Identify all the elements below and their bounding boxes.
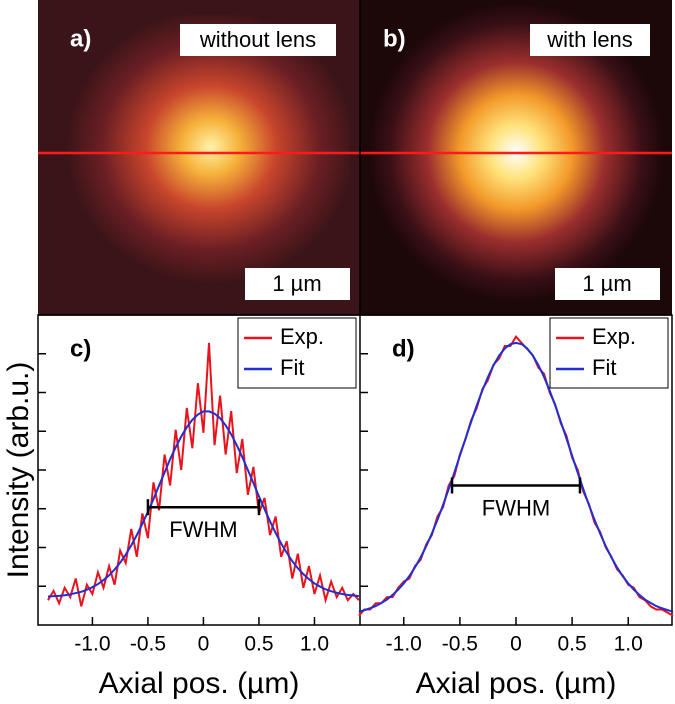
- scale-box: [245, 268, 350, 300]
- x-tick-label: -0.5: [442, 633, 478, 656]
- x-tick-label: -1.0: [386, 633, 422, 656]
- scale-box: [555, 268, 660, 300]
- legend-label: Exp.: [592, 324, 636, 349]
- x-tick-label: 0.5: [244, 633, 273, 656]
- legend-label: Exp.: [280, 324, 324, 349]
- caption: without lens: [199, 27, 316, 52]
- caption: with lens: [546, 27, 633, 52]
- caption-box: [530, 24, 650, 56]
- x-axis-label: Axial pos. (µm): [99, 667, 300, 700]
- x-tick-label: -1.0: [74, 633, 110, 656]
- caption-box: [180, 24, 336, 56]
- fwhm-label: FWHM: [169, 517, 237, 542]
- x-tick-label: 0.5: [558, 633, 587, 656]
- legend-label: Fit: [592, 355, 616, 380]
- panel-label: c): [70, 335, 91, 362]
- scale-bar-label: 1 µm: [272, 271, 321, 296]
- data-line: [47, 410, 360, 598]
- x-axis-label: Axial pos. (µm): [416, 667, 617, 700]
- fwhm-label: FWHM: [482, 495, 550, 520]
- panel-label: a): [70, 25, 91, 52]
- legend-box: [237, 317, 357, 389]
- x-tick-label: 1.0: [300, 633, 329, 656]
- data-line: [358, 341, 674, 613]
- x-tick-label: 0: [510, 633, 522, 656]
- panel-label: b): [383, 25, 406, 52]
- x-tick-label: 1.0: [614, 633, 643, 656]
- panel-label: d): [392, 335, 415, 362]
- x-tick-label: -0.5: [130, 633, 166, 656]
- scale-bar-label: 1 µm: [582, 271, 631, 296]
- y-axis-label: Intensity (arb.u.): [2, 362, 35, 579]
- legend-box: [549, 317, 669, 389]
- x-tick-label: 0: [198, 633, 210, 656]
- data-line: [47, 342, 360, 607]
- legend-label: Fit: [280, 355, 304, 380]
